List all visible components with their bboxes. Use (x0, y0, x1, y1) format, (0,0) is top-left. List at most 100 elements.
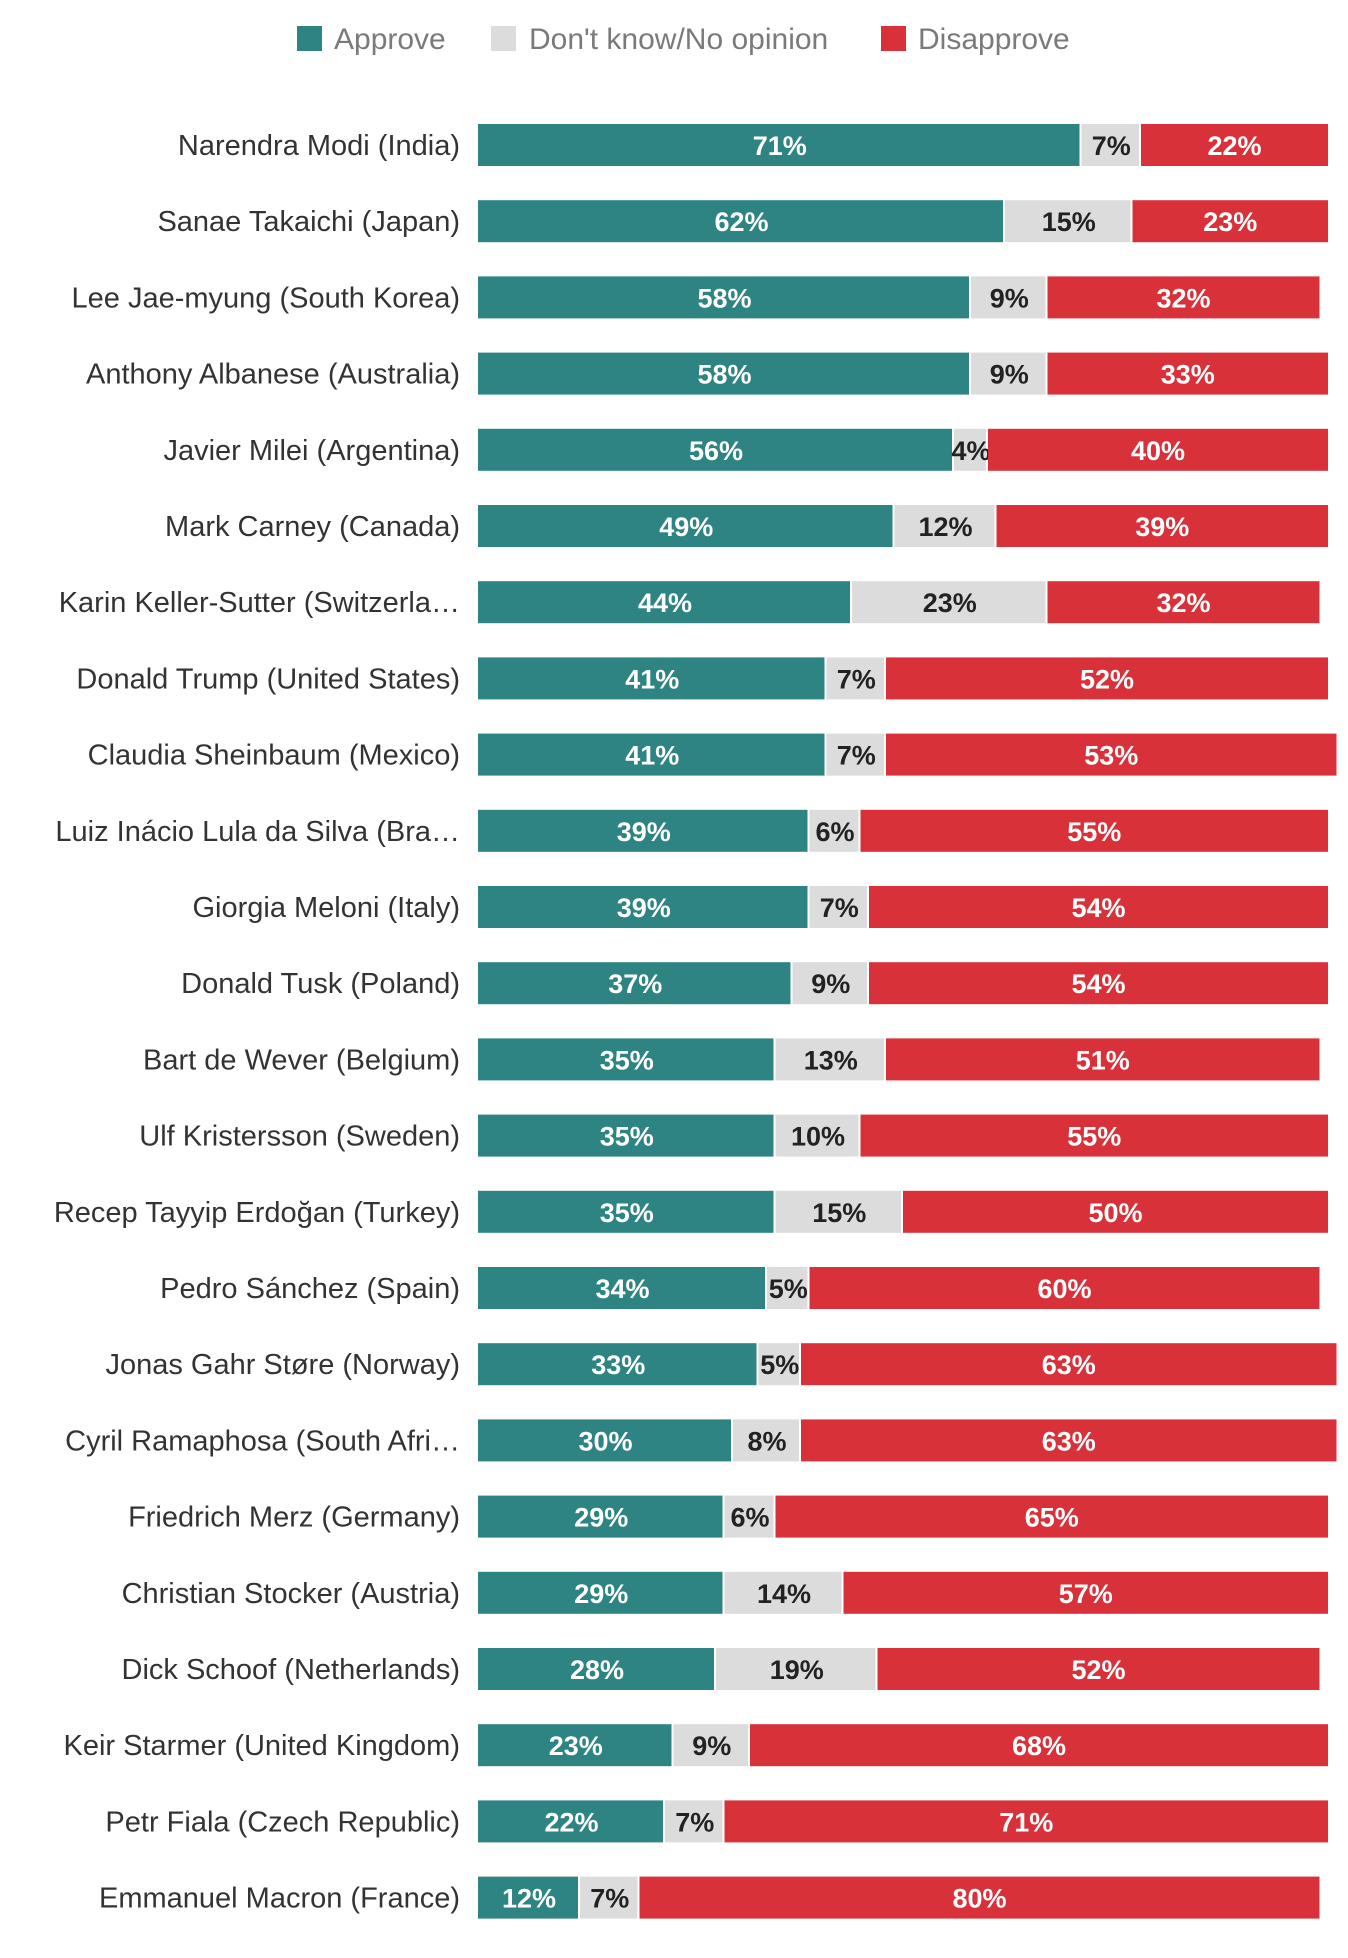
legend-swatch-disapprove (881, 26, 906, 51)
bar-segment-approve (478, 886, 808, 928)
value-label-dk: 7% (837, 741, 876, 771)
value-label-approve: 56% (689, 436, 743, 466)
value-label-disapprove: 54% (1071, 969, 1125, 999)
bar-segment-approve (478, 962, 791, 1005)
value-label-disapprove: 60% (1037, 1274, 1091, 1304)
value-label-approve: 49% (659, 512, 713, 542)
chart-row: Sanae Takaichi (Japan) 62% 15% 23% (157, 200, 1328, 243)
bar-segment-disapprove (843, 1571, 1328, 1614)
bar-segment-dk (954, 428, 986, 471)
bar-segment-approve (478, 1571, 723, 1614)
value-label-dk: 7% (590, 1884, 629, 1914)
bar-segment-approve (478, 352, 969, 395)
category-label: Donald Tusk (Poland) (181, 968, 460, 1000)
value-label-dk: 6% (815, 817, 854, 847)
bar-segment-disapprove (724, 1800, 1328, 1843)
category-label: Luiz Inácio Lula da Silva (Bra… (55, 816, 460, 848)
category-label: Mark Carney (Canada) (165, 511, 460, 543)
chart-row: Recep Tayyip Erdoğan (Turkey) 35% 15% 50% (54, 1190, 1328, 1233)
chart-row: Dick Schoof (Netherlands) 28% 19% 52% (122, 1648, 1320, 1690)
value-label-disapprove: 65% (1025, 1503, 1079, 1533)
value-label-disapprove: 32% (1156, 588, 1210, 618)
value-label-approve: 35% (600, 1122, 654, 1152)
value-label-approve: 28% (570, 1655, 624, 1685)
category-label: Dick Schoof (Netherlands) (122, 1654, 460, 1686)
value-label-disapprove: 54% (1071, 893, 1125, 923)
value-label-disapprove: 57% (1059, 1579, 1113, 1609)
category-label: Ulf Kristersson (Sweden) (139, 1121, 460, 1153)
legend-label-disapprove: Disapprove (918, 23, 1070, 56)
value-label-dk: 7% (675, 1807, 714, 1837)
bar-segment-approve (478, 581, 850, 624)
bar-segment-approve (478, 1343, 757, 1386)
category-label: Recep Tayyip Erdoğan (Turkey) (54, 1197, 460, 1229)
legend-label-dk: Don't know/No opinion (529, 23, 828, 56)
category-label: Karin Keller-Sutter (Switzerla… (59, 587, 460, 619)
bar-segment-dk (767, 1267, 808, 1309)
chart-row: Luiz Inácio Lula da Silva (Bra… 39% 6% 55% (55, 809, 1328, 852)
bar-segment-approve (478, 276, 969, 319)
bar-segment-disapprove (877, 1648, 1320, 1690)
bar-segment-disapprove (903, 1190, 1328, 1233)
value-label-approve: 44% (638, 588, 692, 618)
bar-segment-disapprove (860, 1114, 1328, 1157)
chart-row: Javier Milei (Argentina) 56% 4% 40% (163, 428, 1328, 471)
value-label-approve: 29% (574, 1579, 628, 1609)
value-label-disapprove: 63% (1042, 1350, 1096, 1380)
legend-label-approve: Approve (334, 23, 446, 56)
legend-swatch-approve (297, 26, 322, 51)
value-label-approve: 58% (697, 360, 751, 390)
category-label: Donald Trump (United States) (76, 663, 460, 695)
value-label-disapprove: 52% (1071, 1655, 1125, 1685)
chart-row: Pedro Sánchez (Spain) 34% 5% 60% (160, 1267, 1320, 1309)
value-label-disapprove: 32% (1156, 283, 1210, 313)
bar-segment-dk (775, 1190, 901, 1233)
bar-segment-approve (478, 200, 1003, 243)
bar-segment-approve (478, 1876, 578, 1919)
chart-row: Jonas Gahr Støre (Norway) 33% 5% 63% (105, 1343, 1337, 1386)
chart-row: Friedrich Merz (Germany) 29% 6% 65% (128, 1495, 1328, 1538)
value-label-disapprove: 39% (1135, 512, 1189, 542)
bar-segment-dk (826, 733, 884, 776)
value-label-approve: 34% (595, 1274, 649, 1304)
bar-segment-dk (724, 1571, 842, 1614)
chart-row: Emmanuel Macron (France) 12% 7% 80% (99, 1876, 1320, 1919)
chart-rows: Narendra Modi (India) 71% 7% 22% Sanae Takai… (54, 124, 1337, 1919)
value-label-approve: 35% (600, 1045, 654, 1075)
chart-row: Donald Trump (United States) 41% 7% 52% (76, 657, 1328, 700)
value-label-disapprove: 55% (1067, 1122, 1121, 1152)
category-label: Keir Starmer (United Kingdom) (64, 1730, 460, 1762)
bar-segment-dk (809, 809, 859, 852)
bar-segment-approve (478, 1800, 663, 1843)
value-label-disapprove: 33% (1161, 360, 1215, 390)
value-label-disapprove: 55% (1067, 817, 1121, 847)
value-label-dk: 19% (770, 1655, 824, 1685)
legend-swatch-dk (491, 26, 516, 51)
bar-segment-dk (792, 962, 867, 1005)
chart-row: Giorgia Meloni (Italy) 39% 7% 54% (192, 886, 1328, 928)
value-label-disapprove: 40% (1131, 436, 1185, 466)
value-label-approve: 33% (591, 1350, 645, 1380)
bar-segment-disapprove (1141, 124, 1328, 166)
value-label-disapprove: 52% (1080, 664, 1134, 694)
chart-row: Christian Stocker (Austria) 29% 14% 57% (122, 1571, 1328, 1614)
value-label-approve: 30% (578, 1426, 632, 1456)
bar-segment-approve (478, 1190, 774, 1233)
value-label-dk: 7% (837, 664, 876, 694)
value-label-approve: 29% (574, 1503, 628, 1533)
value-label-approve: 35% (600, 1198, 654, 1228)
bar-segment-disapprove (801, 1343, 1337, 1386)
chart-row: Lee Jae-myung (South Korea) 58% 9% 32% (72, 276, 1320, 319)
bar-segment-dk (826, 657, 884, 700)
bar-segment-dk (775, 1114, 859, 1157)
value-label-dk: 4% (951, 436, 990, 466)
value-label-dk: 10% (791, 1122, 845, 1152)
bar-segment-disapprove (1047, 581, 1320, 624)
value-label-disapprove: 50% (1088, 1198, 1142, 1228)
category-label: Friedrich Merz (Germany) (128, 1502, 460, 1534)
chart-row: Donald Tusk (Poland) 37% 9% 54% (181, 962, 1328, 1005)
value-label-disapprove: 22% (1207, 131, 1261, 161)
bar-segment-dk (971, 276, 1046, 319)
value-label-disapprove: 71% (999, 1807, 1053, 1837)
value-label-dk: 7% (1092, 131, 1131, 161)
